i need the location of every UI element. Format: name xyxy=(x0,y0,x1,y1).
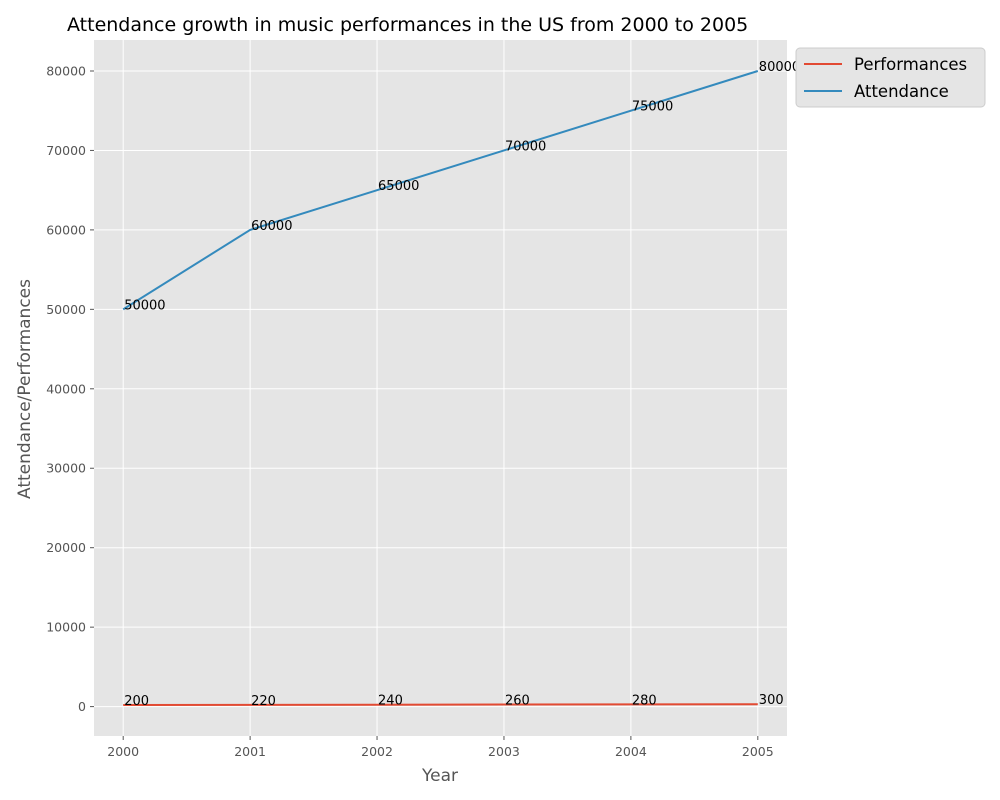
series-line-attendance xyxy=(122,70,759,311)
chart-title: Attendance growth in music performances … xyxy=(67,14,748,36)
y-tick-label: 30000 xyxy=(46,461,86,476)
data-label-attendance: 80000 xyxy=(759,60,800,75)
data-label-performances: 280 xyxy=(632,693,657,708)
data-label-attendance: 75000 xyxy=(632,100,673,115)
x-tick-label: 2004 xyxy=(615,744,647,759)
data-label-performances: 240 xyxy=(378,694,403,709)
grid xyxy=(94,40,787,736)
data-label-attendance: 50000 xyxy=(124,298,165,313)
y-tick-label: 80000 xyxy=(46,63,86,78)
x-tick-label: 2003 xyxy=(488,744,520,759)
y-tick-label: 40000 xyxy=(46,381,86,396)
data-label-attendance: 70000 xyxy=(505,139,546,154)
series-lines xyxy=(122,70,759,707)
x-tick-label: 2001 xyxy=(234,744,266,759)
plot-area xyxy=(94,40,787,736)
y-axis-ticks: 0 10000 20000 30000 40000 50000 60000 70000 8000… xyxy=(46,63,94,714)
legend-box xyxy=(795,47,986,108)
data-label-performances: 220 xyxy=(251,694,276,709)
x-tick-label: 2002 xyxy=(361,744,393,759)
legend-label-attendance: Attendance xyxy=(854,82,949,101)
data-label-attendance: 60000 xyxy=(251,219,292,234)
legend: Performances Attendance xyxy=(795,47,986,108)
x-tick-label: 2000 xyxy=(107,744,139,759)
data-label-attendance: 65000 xyxy=(378,179,419,194)
y-tick-label: 20000 xyxy=(46,540,86,555)
data-label-performances: 260 xyxy=(505,694,530,709)
legend-label-performances: Performances xyxy=(854,55,967,74)
y-tick-label: 60000 xyxy=(46,222,86,237)
x-axis-label: Year xyxy=(421,766,458,786)
data-label-performances: 300 xyxy=(759,693,784,708)
y-tick-label: 0 xyxy=(78,699,86,714)
x-axis-ticks: 2000 2001 2002 2003 2004 2005 xyxy=(107,736,774,759)
series-line-performances xyxy=(123,703,758,707)
data-labels: 200 220 240 260 280 300 50000 60000 65000 70000 75… xyxy=(124,60,800,709)
y-axis-label: Attendance/Performances xyxy=(15,279,35,499)
data-label-performances: 200 xyxy=(124,694,149,709)
y-tick-label: 10000 xyxy=(46,620,86,635)
x-tick-label: 2005 xyxy=(742,744,774,759)
y-tick-label: 70000 xyxy=(46,143,86,158)
y-tick-label: 50000 xyxy=(46,302,86,317)
